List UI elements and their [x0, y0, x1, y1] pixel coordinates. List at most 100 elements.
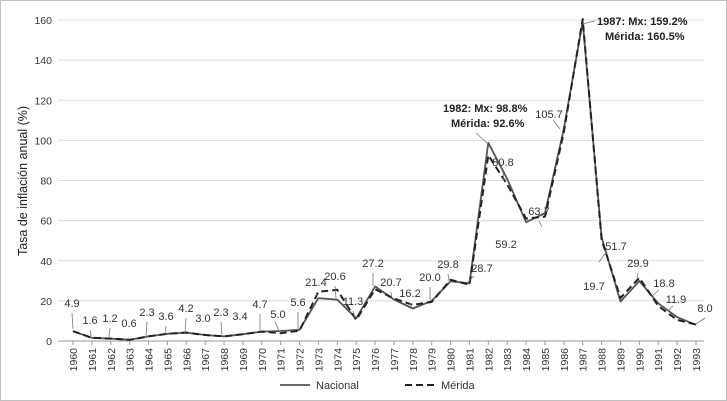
y-tick-label: 120: [34, 95, 52, 107]
data-label: 2.3: [139, 307, 154, 319]
x-tick-label: 1975: [351, 348, 363, 372]
x-tick-label: 1967: [200, 348, 212, 372]
y-axis-ticks: 0 20 40 60 80 100 120 140 160: [34, 15, 52, 348]
data-label: 29.8: [437, 259, 458, 271]
annotation-leader: [581, 20, 596, 25]
data-label-leader: [409, 302, 412, 307]
series-line-mrida: [72, 18, 697, 341]
data-label-leader: [71, 312, 74, 330]
data-label: 59.2: [495, 239, 516, 251]
x-tick-label: 1976: [370, 348, 382, 372]
data-label-leader: [502, 171, 505, 182]
data-label: 11.3: [343, 296, 364, 308]
data-label: 5.6: [290, 297, 305, 309]
y-tick-label: 0: [46, 336, 52, 348]
data-label: 3.6: [158, 311, 173, 323]
data-label-leader: [334, 285, 337, 299]
data-label-leader: [598, 250, 608, 263]
y-tick-label: 140: [34, 55, 52, 67]
data-label: 20.0: [419, 272, 440, 284]
annotations: 1987: Mx: 159.2% Mérida: 160.5% 1982: Mx: …: [443, 16, 688, 144]
data-label-leader: [667, 305, 674, 312]
x-tick-label: 1969: [238, 348, 250, 372]
x-tick-label: 1993: [691, 348, 703, 372]
legend-label: Nacional: [316, 380, 359, 392]
data-label: 27.2: [362, 258, 383, 270]
x-tick-label: 1973: [313, 348, 325, 372]
annotation-text: Mérida: 160.5%: [605, 31, 685, 43]
legend: Nacional Mérida: [280, 380, 476, 392]
x-tick-label: 1964: [144, 348, 156, 372]
annotation-text: Mérida: 92.6%: [451, 118, 525, 130]
x-tick-label: 1979: [427, 348, 439, 372]
annotation-text: 1987: Mx: 159.2%: [597, 16, 688, 28]
y-tick-label: 100: [34, 135, 52, 147]
legend-label: Mérida: [441, 380, 476, 392]
x-tick-label: 1991: [653, 348, 665, 372]
x-tick-label: 1985: [540, 348, 552, 372]
data-label: 18.8: [653, 278, 674, 290]
x-tick-label: 1962: [106, 348, 118, 372]
x-tick-label: 1974: [332, 348, 344, 372]
x-tick-label: 1968: [219, 348, 231, 372]
data-label: 4.2: [178, 303, 193, 315]
annotation-text: 1982: Mx: 98.8%: [443, 103, 528, 115]
x-tick-label: 1982: [483, 348, 495, 372]
data-label-leader: [164, 325, 167, 335]
data-label: 11.9: [666, 294, 687, 306]
data-label-leader: [184, 317, 187, 334]
x-tick-label: 1960: [68, 348, 80, 372]
data-label-leader: [447, 273, 450, 282]
data-label-leader: [145, 321, 148, 338]
data-label: 105.7: [535, 109, 563, 121]
data-label-leader: [538, 220, 543, 228]
data-label: 3.4: [232, 311, 247, 323]
y-tick-label: 20: [40, 296, 52, 308]
x-tick-label: 1984: [521, 348, 533, 372]
data-label: 2.3: [213, 307, 228, 319]
data-label: 29.9: [627, 258, 648, 270]
y-tick-label: 60: [40, 216, 52, 228]
data-label: 63.7: [528, 206, 549, 218]
x-tick-label: 1981: [464, 348, 476, 372]
x-tick-label: 1966: [181, 348, 193, 372]
y-axis-title: Tasa de inflación anual (%): [16, 106, 30, 256]
data-label: 5.0: [270, 309, 285, 321]
x-tick-label: 1989: [615, 348, 627, 372]
x-tick-label: 1986: [559, 348, 571, 372]
data-label-leader: [650, 289, 660, 298]
x-tick-label: 1990: [634, 348, 646, 372]
data-label: 21.4: [305, 277, 326, 289]
data-label-leader: [352, 310, 356, 319]
data-label-leader: [390, 291, 393, 300]
x-tick-label: 1983: [502, 348, 514, 372]
y-tick-label: 160: [34, 15, 52, 27]
x-axis-ticks: 1960 1961 1962 1963 1964 1965 1966 1967 1968 1969…: [68, 341, 703, 371]
data-label-leader: [274, 321, 280, 332]
series-lines: [72, 18, 697, 341]
x-tick-label: 1980: [446, 348, 458, 372]
data-label: 4.9: [64, 298, 79, 310]
x-tick-label: 1977: [389, 348, 401, 372]
x-tick-label: 1971: [276, 348, 288, 372]
data-label-leader: [466, 275, 475, 284]
data-label: 19.7: [583, 281, 604, 293]
x-tick-label: 1961: [87, 348, 99, 372]
data-label: 16.2: [399, 288, 420, 300]
gridlines: [58, 19, 704, 342]
data-label: 28.7: [471, 263, 492, 275]
x-tick-label: 1963: [125, 348, 137, 372]
data-label: 20.6: [324, 271, 345, 283]
data-label: 4.7: [252, 299, 267, 311]
data-label-leader: [552, 119, 561, 130]
y-tick-label: 40: [40, 256, 52, 268]
data-label: 20.7: [380, 277, 401, 289]
data-label-leader: [636, 272, 639, 279]
data-labels: 4.91.6 1.2 0.62.3 3.64.23.0 2.3 3.44.75.05.62…: [64, 109, 713, 338]
x-tick-label: 1965: [162, 348, 174, 372]
data-label-leader: [108, 327, 111, 338]
data-label-leader: [695, 317, 706, 325]
data-label: 0.6: [121, 318, 136, 330]
